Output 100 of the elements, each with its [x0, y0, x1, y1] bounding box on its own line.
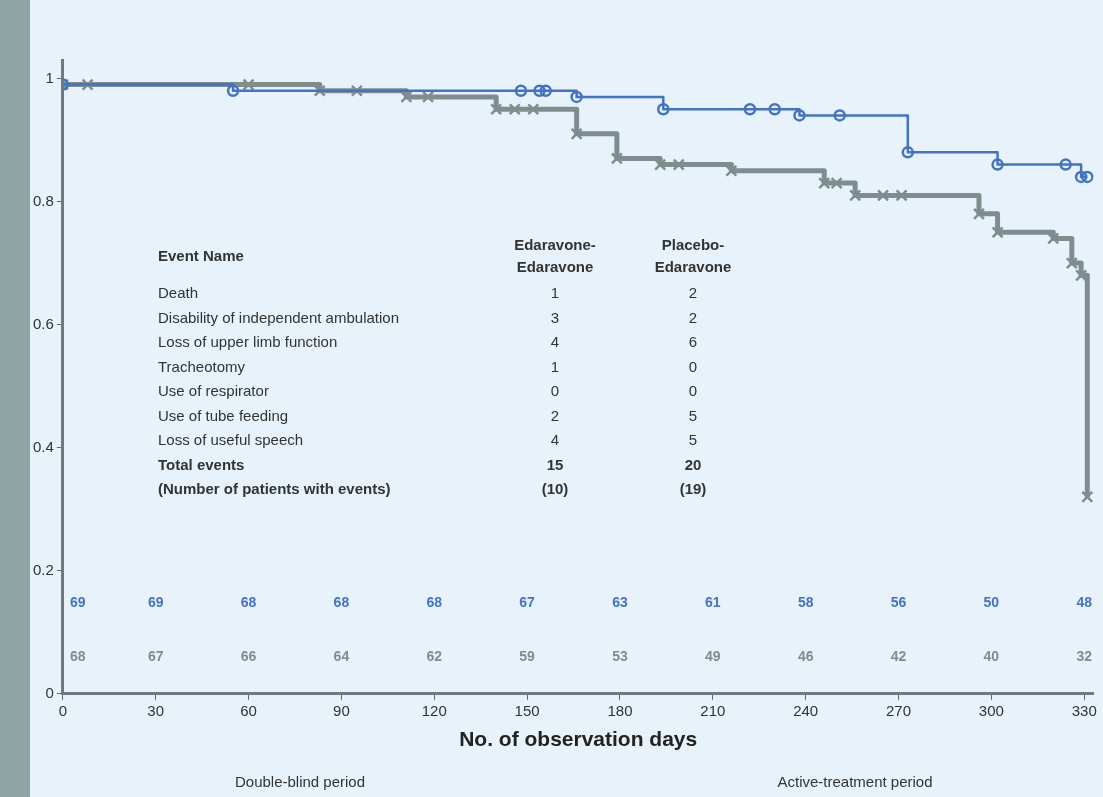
annotation: 50 — [983, 593, 1000, 610]
annotation: (19) — [679, 480, 707, 498]
annotation: Loss of useful speech — [158, 431, 304, 449]
point — [793, 109, 806, 122]
point — [514, 84, 528, 98]
point — [1065, 256, 1079, 270]
point — [1081, 170, 1094, 184]
x-axis-title: No. of observation days — [459, 727, 698, 751]
annotation: 1 — [550, 357, 560, 375]
point — [972, 207, 986, 221]
annotation: 2 — [688, 308, 698, 326]
point — [610, 152, 624, 165]
x-tick-label: 150 — [514, 701, 540, 719]
annotation: 15 — [546, 455, 564, 473]
annotation: 56 — [890, 593, 907, 610]
annotation: 66 — [240, 647, 257, 664]
point — [570, 127, 583, 141]
annotation: 42 — [890, 647, 907, 664]
annotation: 68 — [333, 593, 350, 610]
annotation: 32 — [1076, 647, 1093, 664]
point — [848, 189, 862, 202]
point — [226, 84, 240, 98]
point — [1074, 170, 1088, 184]
x-tick-label: 330 — [1071, 701, 1097, 719]
annotation: 69 — [70, 593, 86, 610]
x-tick-label: 60 — [240, 701, 257, 719]
x-tick-label: 300 — [978, 701, 1004, 719]
annotation: Loss of upper limb function — [158, 333, 338, 351]
point — [991, 158, 1004, 171]
annotation: 2 — [688, 284, 698, 302]
annotation: 0 — [688, 382, 698, 400]
annotation: 64 — [333, 647, 350, 664]
point — [1059, 158, 1072, 171]
annotation: 5 — [688, 406, 698, 424]
y-tick-label: 0.4 — [32, 437, 54, 455]
x-tick-label: 240 — [793, 701, 819, 719]
annotation: 58 — [797, 593, 814, 610]
annotation: 46 — [797, 647, 814, 664]
annotation: 4 — [550, 431, 560, 449]
x-tick-label: 0 — [58, 701, 68, 719]
annotation: 68 — [70, 647, 86, 664]
annotation: 0 — [550, 382, 560, 400]
point — [1047, 232, 1060, 245]
annotation: 67 — [519, 593, 536, 610]
annotation: 59 — [519, 647, 536, 664]
annotation: 0 — [688, 357, 698, 375]
annotation: Total events — [158, 455, 245, 473]
x-tick-label: 270 — [886, 701, 912, 719]
y-tick-label: 0.2 — [32, 560, 54, 578]
point — [508, 103, 521, 116]
point — [657, 102, 670, 116]
point — [901, 146, 915, 159]
annotation: 68 — [240, 593, 257, 610]
annotation: Death — [158, 284, 199, 302]
point — [527, 103, 540, 116]
annotation: Use of respirator — [158, 382, 269, 400]
x-tick-label: 120 — [421, 701, 447, 719]
point — [833, 109, 846, 122]
point — [533, 84, 546, 98]
point — [743, 102, 757, 116]
point — [570, 90, 583, 104]
point — [725, 164, 738, 177]
point — [242, 78, 255, 91]
x-tick-label: 30 — [147, 701, 165, 719]
annotation: 61 — [705, 593, 721, 610]
annotation: Edaravone- Edaravone — [514, 236, 596, 276]
point — [876, 189, 890, 202]
annotation: 40 — [983, 647, 1000, 664]
annotation: Tracheotomy — [158, 357, 246, 375]
annotation: 68 — [426, 593, 443, 610]
point — [400, 90, 413, 104]
x-tick-label: 90 — [333, 701, 350, 719]
annotation: 4 — [550, 333, 560, 351]
annotation: 1 — [550, 284, 560, 302]
annotation: Event Name — [158, 247, 244, 265]
annotation: Use of tube feeding — [158, 406, 289, 424]
x-tick-label: 210 — [700, 701, 726, 719]
y-tick-label: 0 — [45, 683, 54, 701]
annotation: (10) — [541, 480, 569, 498]
y-tick-label: 0.8 — [32, 191, 54, 209]
point — [489, 103, 503, 116]
annotation: 53 — [612, 647, 628, 664]
annotation: 62 — [426, 647, 443, 664]
point — [991, 226, 1004, 239]
annotation: 69 — [147, 593, 164, 610]
text: Active-treatment period — [777, 773, 933, 791]
annotation: 5 — [688, 431, 698, 449]
y-tick-label: 0.6 — [32, 314, 54, 332]
annotation: 3 — [550, 308, 560, 326]
annotation: Disability of independent ambulation — [158, 308, 399, 326]
point — [539, 84, 552, 98]
annotation: 48 — [1076, 593, 1093, 610]
point — [421, 90, 435, 104]
annotation: 2 — [550, 406, 560, 424]
point — [1081, 490, 1094, 504]
point — [830, 176, 843, 190]
y-tick-label: 1 — [45, 68, 54, 86]
x-tick-label: 180 — [607, 701, 633, 719]
point — [895, 189, 908, 202]
point — [672, 158, 685, 171]
